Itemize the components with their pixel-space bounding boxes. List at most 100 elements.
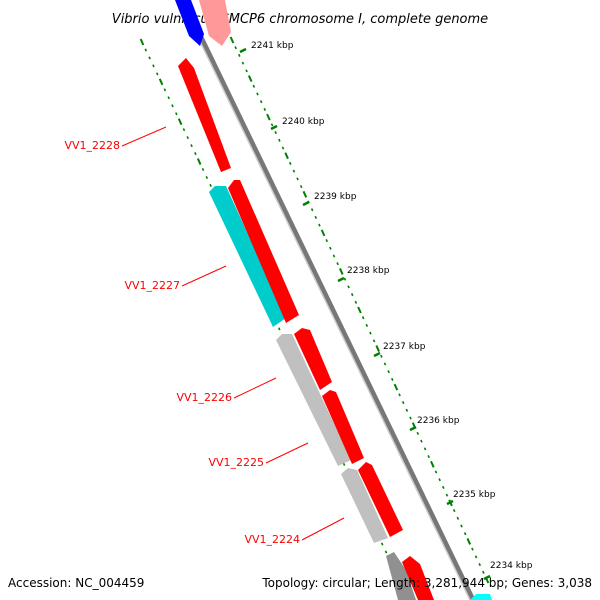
gc-tick <box>177 118 183 126</box>
gene-vv1-2228[interactable] <box>178 58 231 172</box>
gc-tick <box>277 327 281 331</box>
gc-tick <box>318 223 321 227</box>
gc-tick <box>266 113 271 121</box>
gc-tick <box>329 246 332 250</box>
gene-label: VV1_2224 <box>244 533 300 546</box>
gene-forward-1[interactable] <box>228 180 299 323</box>
scale-tick-mark <box>302 200 310 207</box>
gene-label-leader <box>301 517 345 541</box>
gc-tick <box>310 208 314 212</box>
gc-tick <box>252 84 256 88</box>
gene-label-leader <box>233 377 277 399</box>
gc-tick <box>427 455 430 459</box>
gc-tick <box>292 169 296 173</box>
scale-tick-mark <box>373 351 381 358</box>
gc-tick <box>270 123 274 127</box>
gc-tick <box>155 72 159 76</box>
gene-label-leader <box>265 442 309 464</box>
gc-tick <box>445 493 449 497</box>
gc-tick <box>398 393 401 397</box>
gene-pink[interactable] <box>199 0 231 46</box>
gc-tick <box>234 46 237 50</box>
gc-tick <box>332 254 336 258</box>
gene-forward-2[interactable] <box>294 328 332 390</box>
gene-forward-4[interactable] <box>358 462 403 537</box>
gc-tick <box>452 509 456 513</box>
gc-tick <box>405 408 409 412</box>
gc-tick <box>182 128 186 132</box>
scale-ticks: 2241 kbp 2240 kbp 2239 kbp 2238 kbp 2237 kbp… <box>239 41 533 581</box>
gc-tick <box>482 570 485 574</box>
gc-tick <box>442 485 445 489</box>
gc-tick <box>320 229 326 237</box>
gc-tick <box>466 538 472 545</box>
scale-tick-label: 2234 kbp <box>490 561 533 571</box>
gc-tick <box>302 190 308 198</box>
scale-tick-mark <box>446 499 454 506</box>
gc-tick <box>229 36 235 44</box>
scale-tick-mark <box>239 47 247 54</box>
scale-tick-label: 2238 kbp <box>347 266 390 276</box>
gc-tick <box>209 183 212 187</box>
chromosome-backbone-highlight <box>179 0 471 600</box>
gc-tick <box>460 524 463 528</box>
gc-tick <box>299 185 303 189</box>
gc-tick <box>354 300 358 304</box>
gene-blue[interactable] <box>175 0 204 46</box>
gc-tick <box>171 104 174 108</box>
gc-tick <box>463 532 467 536</box>
gc-tick <box>152 64 155 68</box>
gc-tick <box>369 331 372 335</box>
gene-label-leader <box>121 126 167 147</box>
gc-tick <box>372 339 376 343</box>
gc-tick <box>456 516 460 520</box>
gene-vv1-2227[interactable] <box>209 186 286 327</box>
gc-tick <box>438 478 441 482</box>
gc-tick <box>416 431 420 435</box>
scale-tick-mark <box>337 276 345 283</box>
gc-tick <box>190 144 193 148</box>
gc-tick <box>175 112 178 116</box>
gc-tick <box>471 547 474 551</box>
gc-tick <box>196 158 202 165</box>
gene-vv1-2226[interactable] <box>276 334 351 466</box>
gc-tick <box>325 239 328 243</box>
gene-vv1-2225[interactable] <box>341 468 388 543</box>
gc-tick <box>387 370 390 374</box>
gc-tick <box>281 146 285 150</box>
gc-tick <box>289 161 292 165</box>
scale-tick-label: 2237 kbp <box>383 342 426 352</box>
gc-tick <box>380 542 384 546</box>
gc-tick <box>383 362 387 366</box>
gc-tick <box>259 100 263 104</box>
gene-label: VV1_2226 <box>176 391 232 404</box>
gc-track-outer <box>229 36 490 584</box>
gc-tick <box>278 138 281 142</box>
gene-forward-5[interactable] <box>402 556 434 600</box>
scale-tick-mark <box>270 124 278 131</box>
gc-tick <box>434 470 438 474</box>
gc-tick <box>186 136 190 140</box>
gene-gray-bottom[interactable] <box>386 552 416 600</box>
gc-tick <box>139 38 145 46</box>
gc-tick <box>256 92 259 96</box>
gc-tick <box>336 262 339 266</box>
gc-tick <box>375 345 380 352</box>
gene-cyan-bottom[interactable] <box>470 594 492 600</box>
gc-tick <box>194 152 197 156</box>
gc-tick <box>167 96 170 100</box>
gene-label: VV1_2227 <box>124 279 180 292</box>
accession-text: Accession: NC_004459 <box>8 576 144 590</box>
gc-tick <box>342 462 346 466</box>
gc-tick <box>361 316 365 320</box>
gc-tick <box>148 56 151 60</box>
scale-tick-label: 2235 kbp <box>453 490 496 500</box>
scale-tick-label: 2239 kbp <box>314 192 357 202</box>
gc-tick <box>391 377 394 381</box>
gc-tick <box>205 175 209 179</box>
gene-label-leader <box>181 265 227 287</box>
gc-tick <box>409 416 412 420</box>
gc-tick <box>357 306 362 314</box>
gene-forward-3[interactable] <box>322 390 364 464</box>
